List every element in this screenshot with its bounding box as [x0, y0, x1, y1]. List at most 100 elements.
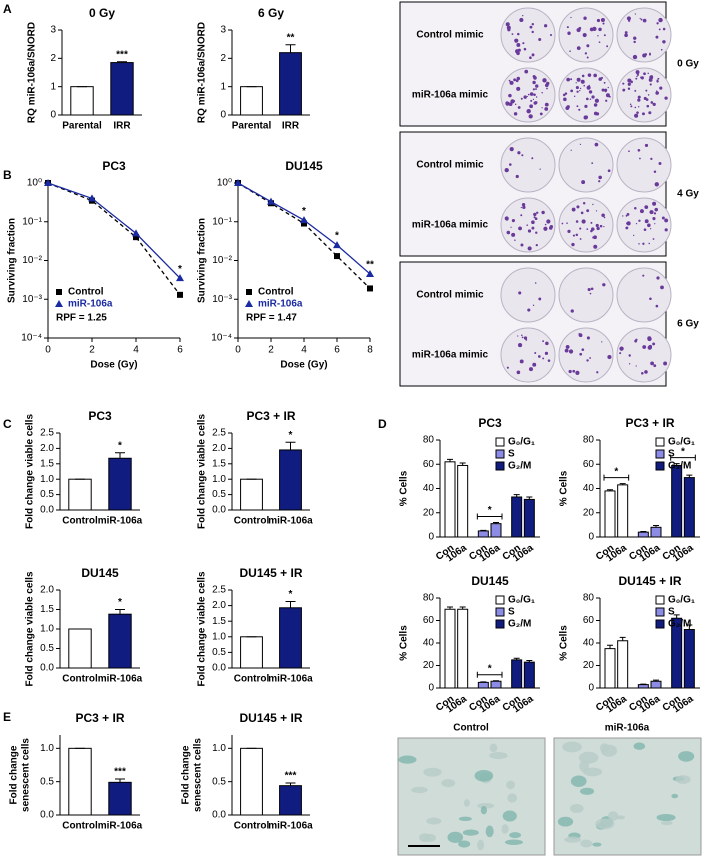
- error-bar: [285, 601, 296, 608]
- colony: [650, 361, 654, 366]
- colony: [591, 95, 595, 99]
- colony: [567, 31, 571, 35]
- colony: [634, 13, 637, 15]
- y-tick-label: 2: [50, 53, 56, 64]
- cell: [458, 840, 471, 848]
- cell: [463, 799, 470, 807]
- x-tick-label: Control: [234, 821, 270, 832]
- cell: [678, 751, 695, 762]
- y-axis-label: Fold change viable cells: [197, 414, 208, 529]
- colony: [601, 88, 605, 92]
- colony: [601, 213, 605, 217]
- colony: [549, 33, 553, 37]
- colony: [561, 222, 564, 225]
- significance: *: [488, 505, 492, 516]
- cell: [562, 741, 582, 753]
- colony: [641, 112, 645, 116]
- colony: [506, 366, 509, 369]
- colony: [537, 355, 541, 358]
- colony: [622, 215, 624, 217]
- colony: [652, 201, 657, 206]
- colony: [546, 87, 548, 90]
- colony: [542, 357, 545, 360]
- bar: [68, 747, 92, 816]
- plate: [558, 137, 614, 193]
- colony: [517, 32, 520, 36]
- y-axis-label: % Cells: [399, 625, 410, 661]
- cell: [504, 839, 523, 845]
- bar: [279, 52, 302, 116]
- error-bar: [686, 474, 693, 478]
- y-tick-label: 1.0: [40, 624, 54, 635]
- y-tick-label: 10⁻⁴: [211, 333, 232, 344]
- colony: [598, 27, 602, 32]
- colony: [658, 28, 661, 31]
- colony: [586, 336, 590, 340]
- colony: [531, 30, 534, 34]
- cell: [398, 755, 417, 764]
- y-tick-label: 20: [423, 507, 435, 518]
- significance: **: [287, 32, 295, 43]
- colony: [635, 365, 637, 367]
- colony: [639, 209, 644, 214]
- colony: [660, 48, 663, 51]
- marker: [88, 194, 96, 202]
- colony: [584, 52, 588, 55]
- colony: [523, 336, 528, 340]
- row-label: Control mimic: [416, 30, 484, 41]
- colony: [580, 211, 584, 215]
- error-bar: [640, 531, 647, 533]
- colony: [639, 157, 641, 160]
- colony: [564, 92, 568, 95]
- x-tick-label: 4: [301, 345, 307, 356]
- colony: [653, 364, 657, 368]
- colony: [527, 246, 532, 251]
- y-axis-label: senescent cells: [21, 738, 32, 812]
- colony: [513, 78, 517, 82]
- cell: [447, 831, 464, 843]
- x-tick-label: 2: [268, 345, 274, 356]
- colony: [519, 359, 524, 364]
- colony: [526, 224, 529, 226]
- colony: [663, 361, 668, 366]
- colony: [506, 25, 511, 30]
- colony: [520, 214, 523, 217]
- colony: [545, 341, 549, 346]
- colony: [527, 308, 531, 312]
- dose-label: 4 Gy: [677, 189, 699, 200]
- y-tick-label: 2.0: [40, 585, 54, 596]
- bar: [108, 781, 132, 816]
- bar: [650, 680, 662, 689]
- error-bar: [640, 683, 647, 685]
- y-tick-label: 0.5: [40, 776, 54, 787]
- bar: [108, 457, 132, 511]
- marker: [132, 229, 140, 237]
- cell: [656, 813, 676, 822]
- colony: [586, 228, 589, 230]
- error-bar: [686, 624, 693, 630]
- cell: [578, 751, 599, 764]
- y-tick-label: 1: [50, 81, 56, 92]
- colony: [642, 345, 647, 349]
- y-axis-label: Surviving fraction: [7, 218, 18, 303]
- cell: [501, 824, 509, 834]
- legend-label: G₀/G₁: [668, 437, 695, 448]
- colony: [541, 107, 543, 109]
- plate: [558, 197, 614, 253]
- colony: [649, 210, 654, 215]
- colony: [517, 342, 523, 348]
- colony: [649, 83, 652, 86]
- significance: *: [335, 231, 339, 242]
- colony: [521, 334, 523, 337]
- chart-title: PC3 + IR: [625, 416, 674, 430]
- y-tick-label: 2.0: [212, 600, 226, 611]
- bar: [457, 464, 469, 538]
- colony: [517, 335, 519, 337]
- series-line: [237, 182, 371, 289]
- cell: [458, 816, 472, 822]
- colony: [524, 69, 529, 74]
- error-bar: [285, 441, 296, 450]
- colony: [644, 53, 648, 56]
- colony: [622, 89, 625, 92]
- colony: [608, 95, 611, 98]
